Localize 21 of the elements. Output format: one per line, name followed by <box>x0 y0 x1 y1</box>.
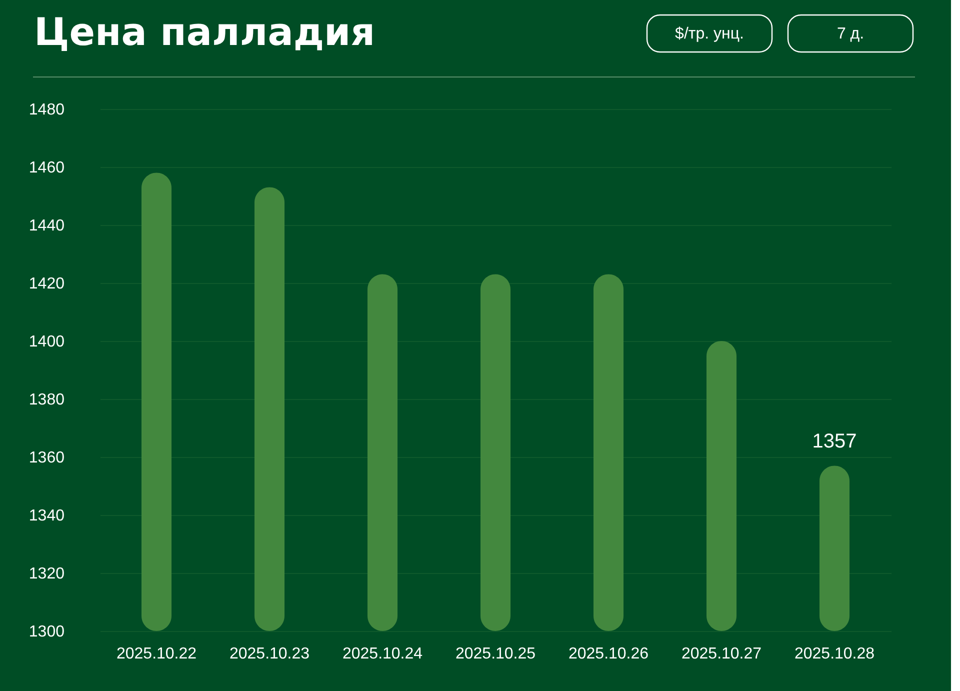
x-tick-label: 2025.10.26 <box>568 646 649 662</box>
y-tick-label: 1400 <box>28 334 65 350</box>
y-tick-label: 1440 <box>28 218 65 234</box>
y-tick-label: 1460 <box>28 160 65 176</box>
y-tick-label: 1300 <box>28 624 65 640</box>
y-tick-label: 1320 <box>28 566 65 582</box>
x-tick-label: 2025.10.28 <box>794 646 875 662</box>
data-label: 1357 <box>812 430 857 453</box>
y-tick-label: 1360 <box>28 450 65 466</box>
x-tick-label: 2025.10.24 <box>342 646 423 662</box>
text: 7 д. <box>836 26 864 42</box>
text: $/тр. унц. <box>675 26 744 42</box>
x-tick-label: 2025.10.25 <box>455 646 536 662</box>
x-tick-label: 2025.10.27 <box>681 646 762 662</box>
y-tick-label: 1340 <box>28 508 65 524</box>
y-tick-label: 1420 <box>28 276 65 292</box>
chart-title: Цена палладия <box>34 10 376 54</box>
x-tick-label: 2025.10.23 <box>229 646 310 662</box>
y-tick-label: 1380 <box>28 392 65 408</box>
y-tick-label: 1480 <box>28 102 65 118</box>
x-tick-label: 2025.10.22 <box>116 646 197 662</box>
